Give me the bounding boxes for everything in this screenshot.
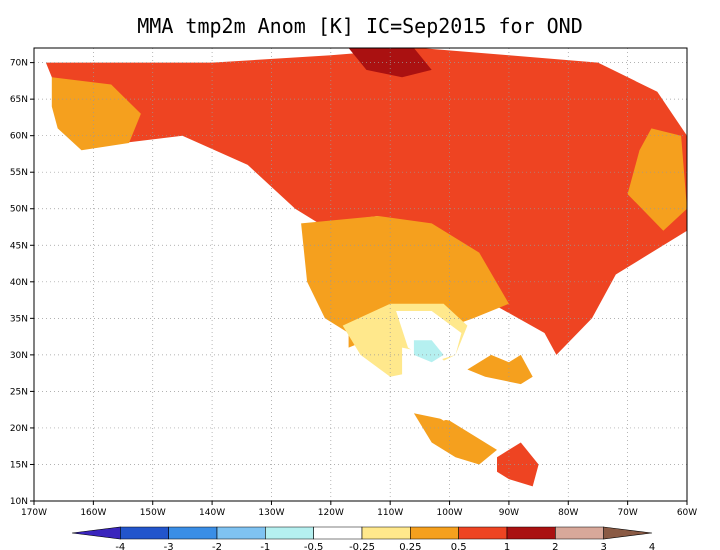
colorbar-swatch [168,526,218,540]
anomaly-regions [45,48,687,487]
lat-tick-label: 60N [10,132,28,142]
lon-tick-label: 160W [80,508,106,518]
colorbar-swatch [313,526,363,540]
lon-tick-label: 170W [21,508,47,518]
region-mexico-south [413,413,497,465]
chart-title: MMA tmp2m Anom [K] IC=Sep2015 for OND [137,14,583,38]
colorbar-swatch [555,526,604,540]
lon-tick-label: 90W [499,508,519,518]
colorbar-swatch [506,526,556,540]
colorbar-label: -0.5 [304,542,324,550]
colorbar-label: 1 [504,542,510,550]
colorbar-label: -3 [164,542,174,550]
region-western-us [301,216,509,348]
lat-tick-label: 35N [10,314,28,324]
colorbar-label: 0.25 [399,542,421,550]
colorbar-swatch [603,526,653,540]
region-canada-north [45,48,687,355]
colorbar-label: 3 [600,542,606,550]
region-labrador [627,128,687,231]
colorbar-swatch [120,526,169,540]
lat-tick-label: 15N [10,460,28,470]
colorbar: -4 -3 -2 -1 -0.5 -0.25 0.25 0.5 1 2 3 4 [71,526,655,550]
region-central-america [497,442,539,487]
colorbar-label: 4 [649,542,655,550]
lat-tick-label: 55N [10,168,28,178]
lat-tick-label: 10N [10,497,28,507]
lon-tick-label: 80W [558,508,578,518]
region-cool-anom [413,340,444,363]
map-frame [33,47,688,502]
colorbar-swatch [458,526,508,540]
lat-tick-label: 50N [10,205,28,215]
colorbar-label: 0.5 [451,542,467,550]
lon-tick-label: 110W [377,508,403,518]
lat-tick-label: 65N [10,95,28,105]
lat-lon-grid [34,48,687,501]
colorbar-label: -1 [260,542,270,550]
colorbar-label: -2 [212,542,222,550]
region-alaska-west [51,77,141,151]
colorbar-swatch [361,526,411,540]
region-gulf-coast [467,354,533,385]
colorbar-label: 2 [552,542,558,550]
colorbar-swatch [71,526,121,540]
lat-tick-label: 45N [10,241,28,251]
colorbar-swatch [410,526,459,540]
lat-tick-label: 40N [10,278,28,288]
axis-ticks: 170W 160W 150W 140W 130W 120W 110W 100W 90W 80W 70… [10,59,697,518]
colorbar-label: -4 [115,542,125,550]
lon-tick-label: 140W [199,508,225,518]
colorbar-label: -0.25 [349,542,375,550]
lat-tick-label: 70N [10,59,28,69]
lon-tick-label: 100W [437,508,463,518]
colorbar-swatch [216,526,266,540]
lon-tick-label: 130W [258,508,284,518]
lon-tick-label: 70W [617,508,637,518]
colorbar-swatch [265,526,314,540]
lon-tick-label: 120W [318,508,344,518]
lon-tick-label: 60W [677,508,697,518]
lat-tick-label: 20N [10,424,28,434]
region-texas [396,311,462,363]
lat-tick-label: 25N [10,387,28,397]
lon-tick-label: 150W [140,508,166,518]
region-mexico-north [402,347,468,421]
lat-tick-label: 30N [10,351,28,361]
